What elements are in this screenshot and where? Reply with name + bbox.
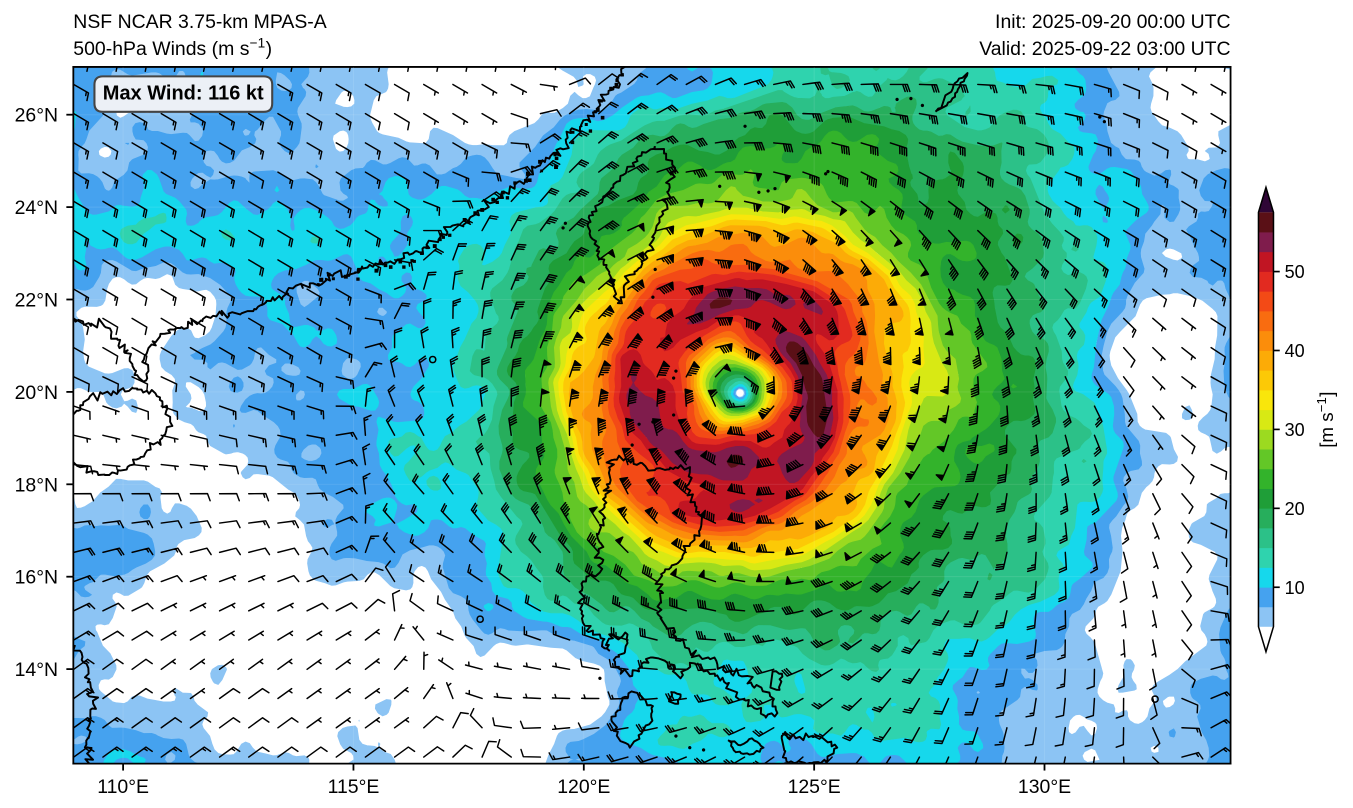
svg-text:125°E: 125°E [788,776,841,798]
svg-text:26°N: 26°N [15,105,58,127]
svg-text:14°N: 14°N [15,659,58,681]
svg-text:Valid: 2025-09-22 03:00 UTC: Valid: 2025-09-22 03:00 UTC [979,38,1230,60]
svg-text:24°N: 24°N [15,197,58,219]
svg-text:22°N: 22°N [15,290,58,312]
svg-text:10: 10 [1285,578,1305,598]
svg-text:110°E: 110°E [97,776,149,798]
svg-text:[ m s ] − 1: [ m s ] − 1 [1306,385,1338,447]
svg-text:18°N: 18°N [15,474,58,496]
svg-text:115°E: 115°E [328,776,380,798]
svg-text:16°N: 16°N [15,567,58,589]
svg-text:20°N: 20°N [15,382,58,404]
svg-text:50: 50 [1285,262,1305,282]
svg-text:Max Wind: 116 kt: Max Wind: 116 kt [103,82,264,104]
svg-text:Init: 2025-09-20 00:00 UTC: Init: 2025-09-20 00:00 UTC [995,11,1231,33]
svg-text:NSF NCAR 3.75-km MPAS-A: NSF NCAR 3.75-km MPAS-A [73,11,326,33]
svg-text:20: 20 [1285,499,1305,519]
svg-text:120°E: 120°E [557,776,610,798]
svg-text:5 0 0 - h P a W i n d s (: 5 0 0 - h P a W i n d s ( m s ) − 1 [73,28,278,60]
svg-text:130°E: 130°E [1018,776,1071,798]
svg-text:40: 40 [1285,341,1305,361]
svg-text:30: 30 [1285,420,1305,440]
